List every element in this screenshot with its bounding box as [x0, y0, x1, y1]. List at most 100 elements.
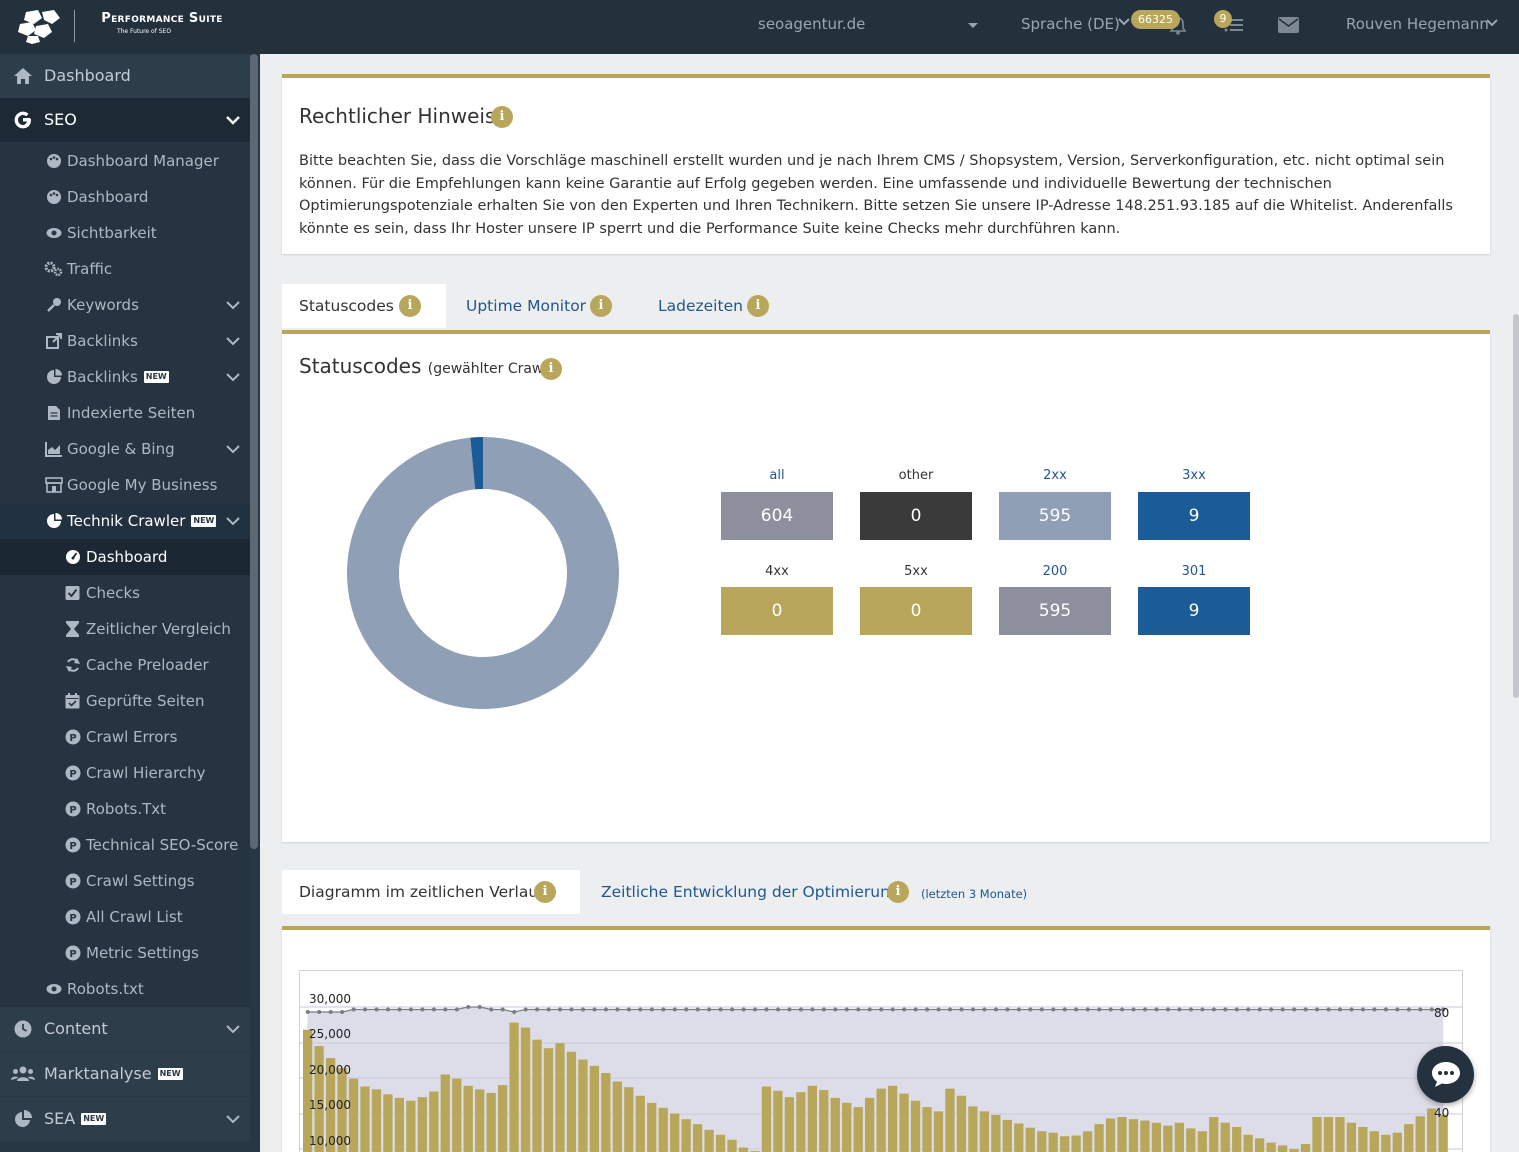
- info-icon[interactable]: i: [399, 295, 421, 317]
- chart-bar[interactable]: [1232, 1126, 1242, 1152]
- chart-line-point[interactable]: [787, 1007, 792, 1012]
- chart-line-point[interactable]: [936, 1007, 941, 1012]
- chart-bar[interactable]: [1117, 1117, 1127, 1152]
- sidebar-item-crawl-hierarchy[interactable]: P Crawl Hierarchy: [0, 755, 250, 791]
- chart-line-point[interactable]: [1303, 1007, 1308, 1012]
- sidebar-scrollbar[interactable]: [250, 54, 258, 849]
- chart-bar[interactable]: [452, 1078, 462, 1152]
- chart-line-point[interactable]: [1326, 1007, 1331, 1012]
- chart-bar[interactable]: [486, 1092, 496, 1152]
- chart-line-point[interactable]: [1280, 1007, 1285, 1012]
- sidebar-item-sichtbarkeit[interactable]: Sichtbarkeit: [0, 215, 250, 251]
- chart-line-point[interactable]: [707, 1007, 712, 1012]
- chart-bar[interactable]: [440, 1074, 450, 1152]
- chart-line-point[interactable]: [1269, 1007, 1274, 1012]
- chart-bar[interactable]: [394, 1097, 405, 1152]
- chart-bar[interactable]: [383, 1094, 393, 1152]
- sidebar-item-robots-txt-crawler[interactable]: P Robots.Txt: [0, 791, 250, 827]
- chart-bar[interactable]: [371, 1089, 382, 1152]
- sidebar-item-sea[interactable]: SEA NEW: [0, 1097, 250, 1141]
- chart-line-point[interactable]: [592, 1007, 597, 1012]
- chart-bar[interactable]: [1289, 1149, 1299, 1152]
- chart-line-point[interactable]: [821, 1007, 826, 1012]
- chart-line-point[interactable]: [1349, 1007, 1354, 1012]
- info-icon[interactable]: i: [590, 295, 612, 317]
- chart-line-point[interactable]: [615, 1007, 620, 1012]
- chart-bar[interactable]: [1312, 1117, 1322, 1152]
- chart-line-point[interactable]: [1108, 1007, 1113, 1012]
- chart-line-point[interactable]: [867, 1007, 872, 1012]
- domain-select[interactable]: seoagentur.de: [758, 15, 980, 37]
- chart-line-point[interactable]: [661, 1007, 666, 1012]
- chart-bar[interactable]: [1369, 1131, 1379, 1152]
- chart-line-point[interactable]: [1165, 1007, 1170, 1012]
- chart-bar[interactable]: [784, 1097, 795, 1152]
- chart-line-point[interactable]: [1005, 1007, 1010, 1012]
- chart-line-point[interactable]: [1211, 1007, 1216, 1012]
- chart-bar[interactable]: [1060, 1136, 1070, 1152]
- chart-bar[interactable]: [417, 1097, 427, 1152]
- chart-line-point[interactable]: [684, 1007, 689, 1012]
- sidebar-item-marktanalyse[interactable]: Marktanalyse NEW: [0, 1052, 250, 1096]
- chart-bar[interactable]: [1335, 1117, 1345, 1152]
- chart-bar[interactable]: [578, 1059, 588, 1152]
- chart-bar[interactable]: [670, 1113, 680, 1152]
- chart-line-point[interactable]: [581, 1007, 586, 1012]
- sidebar-item-keywords[interactable]: Keywords: [0, 287, 250, 323]
- chart-bar[interactable]: [1300, 1144, 1311, 1152]
- tile-value-other[interactable]: 0: [860, 492, 972, 540]
- chart-bar[interactable]: [1048, 1132, 1058, 1152]
- chart-bar[interactable]: [1358, 1126, 1368, 1152]
- chart-line-point[interactable]: [1292, 1007, 1297, 1012]
- chart-line-point[interactable]: [741, 1007, 746, 1012]
- chart-bar[interactable]: [1266, 1142, 1276, 1152]
- chart-bar[interactable]: [899, 1093, 909, 1152]
- sidebar-item-checks[interactable]: Checks: [0, 575, 250, 611]
- chart-line-point[interactable]: [1441, 1007, 1446, 1012]
- chart-bar[interactable]: [865, 1097, 875, 1152]
- tile-value-200[interactable]: 595: [999, 587, 1111, 635]
- chart-line-point[interactable]: [454, 1007, 459, 1012]
- tab-diagramm-verlauf[interactable]: Diagramm im zeitlichen Verlauf i: [282, 870, 580, 914]
- tab-ladezeiten[interactable]: Ladezeiten i: [658, 284, 778, 328]
- chart-line-point[interactable]: [512, 1010, 517, 1014]
- chart-line-point[interactable]: [798, 1007, 803, 1012]
- chart-line-point[interactable]: [902, 1007, 907, 1012]
- chart-bar[interactable]: [658, 1107, 668, 1152]
- chart-line-point[interactable]: [305, 1010, 310, 1014]
- chart-bar[interactable]: [475, 1089, 485, 1152]
- logo[interactable]: Performance Suite The Future of SEO: [14, 6, 254, 48]
- chart-bar[interactable]: [945, 1088, 955, 1152]
- chart-bar[interactable]: [715, 1134, 726, 1152]
- chart-line-point[interactable]: [1395, 1007, 1400, 1012]
- chart-bar[interactable]: [624, 1087, 634, 1152]
- sidebar-item-google-my-business[interactable]: Google My Business: [0, 467, 250, 503]
- chart-line-point[interactable]: [1120, 1007, 1125, 1012]
- sidebar-item-all-crawl-list[interactable]: P All Crawl List: [0, 899, 250, 935]
- chart-line-point[interactable]: [1062, 1007, 1067, 1012]
- chart-bar[interactable]: [910, 1100, 921, 1152]
- chart-bar[interactable]: [1140, 1120, 1150, 1152]
- chart-line-point[interactable]: [1188, 1007, 1193, 1012]
- chart-bar[interactable]: [1381, 1134, 1391, 1152]
- chart-line-point[interactable]: [1418, 1007, 1423, 1012]
- sidebar-item-crawl-settings[interactable]: P Crawl Settings: [0, 863, 250, 899]
- chart-bar[interactable]: [1094, 1124, 1104, 1152]
- chart-bar[interactable]: [647, 1102, 657, 1152]
- info-icon[interactable]: i: [747, 295, 769, 317]
- chart-line-point[interactable]: [856, 1007, 861, 1012]
- chart-bar[interactable]: [1014, 1123, 1024, 1152]
- chart-bar[interactable]: [555, 1043, 565, 1152]
- chart-line-point[interactable]: [1154, 1007, 1159, 1012]
- chart-bar[interactable]: [406, 1100, 416, 1152]
- sidebar-item-technik-crawler[interactable]: Technik Crawler NEW: [0, 503, 250, 539]
- chart-line-point[interactable]: [1429, 1007, 1434, 1012]
- chart-line-point[interactable]: [374, 1007, 379, 1012]
- chart-line-point[interactable]: [718, 1007, 723, 1012]
- tile-value-2xx[interactable]: 595: [999, 492, 1111, 540]
- sidebar-item-dashboard-manager[interactable]: Dashboard Manager: [0, 143, 250, 179]
- chart-bar[interactable]: [681, 1119, 691, 1152]
- chart-line-point[interactable]: [672, 1007, 677, 1012]
- chart-line-point[interactable]: [477, 1005, 482, 1009]
- chart-bar[interactable]: [933, 1111, 944, 1152]
